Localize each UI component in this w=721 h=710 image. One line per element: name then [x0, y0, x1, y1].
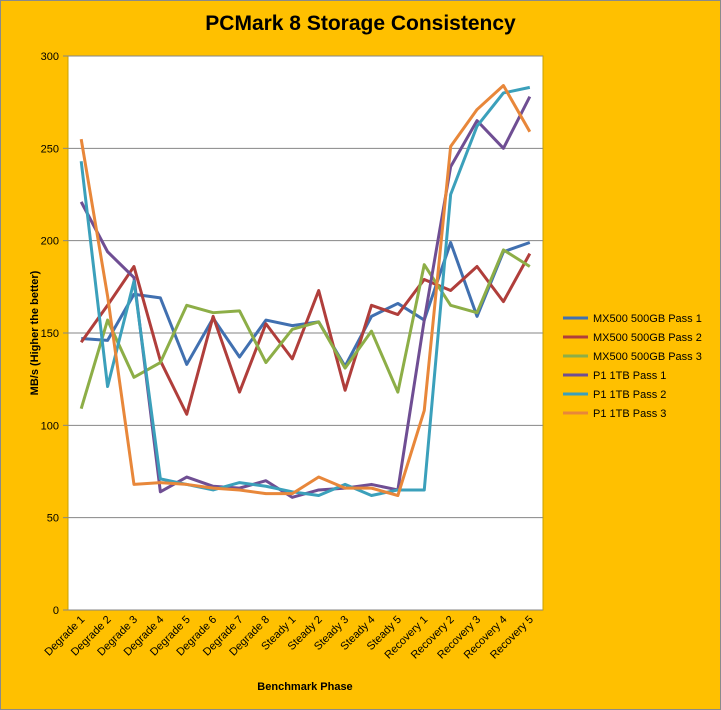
y-tick-label: 300 — [41, 51, 59, 63]
legend-entry: MX500 500GB Pass 2 — [593, 332, 702, 344]
legend-entry: MX500 500GB Pass 3 — [593, 351, 702, 363]
y-axis-label: MB/s (Higher the better) — [29, 270, 41, 395]
series-line-5 — [79, 84, 532, 498]
legend-entry: P1 1TB Pass 1 — [593, 370, 666, 382]
y-tick-label: 0 — [53, 605, 59, 617]
chart-title: PCMark 8 Storage Consistency — [205, 12, 516, 35]
y-tick-label: 250 — [41, 143, 59, 155]
legend-entry: MX500 500GB Pass 1 — [593, 313, 702, 325]
legend-entry: P1 1TB Pass 2 — [593, 389, 666, 401]
series-line-2 — [79, 248, 531, 410]
y-tick-label: 50 — [47, 513, 59, 525]
y-tick-label: 100 — [41, 420, 59, 432]
x-axis-label: Benchmark Phase — [257, 681, 352, 693]
y-tick-label: 200 — [41, 236, 59, 248]
series-line-4 — [79, 85, 531, 498]
legend-entry: P1 1TB Pass 3 — [593, 408, 666, 420]
y-tick-label: 150 — [41, 328, 59, 340]
